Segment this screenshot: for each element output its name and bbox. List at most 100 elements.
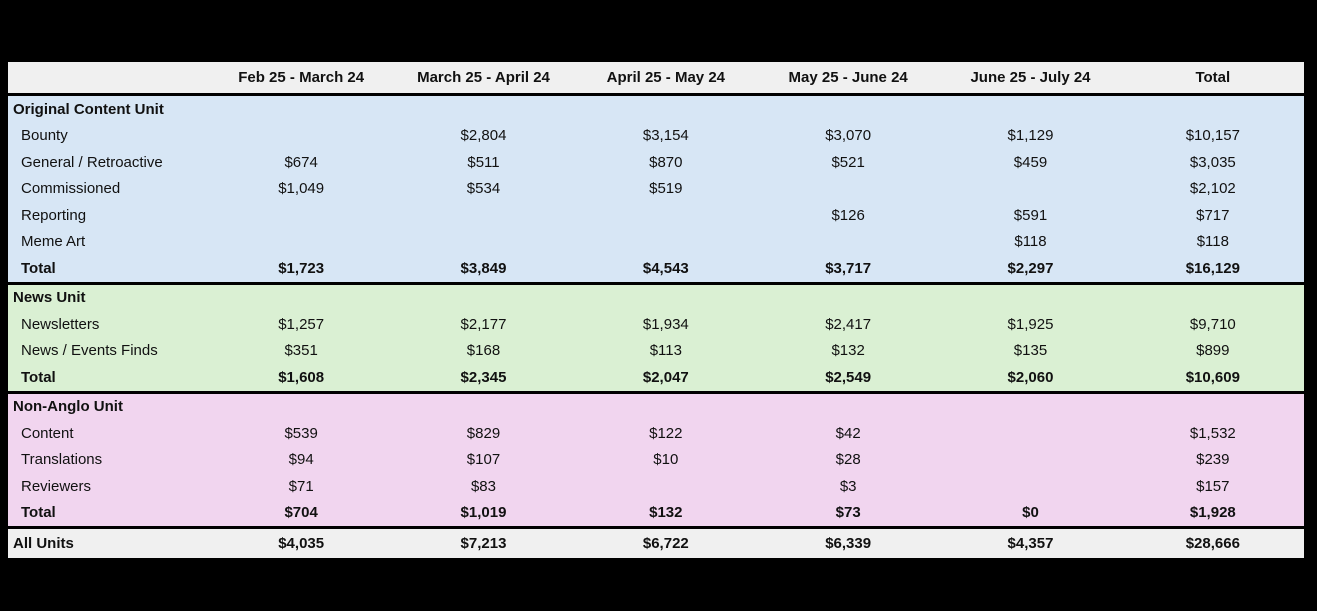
all-units-value: $6,722 [642, 535, 689, 552]
cell-value: $71 [288, 477, 314, 495]
cell-value: $1,532 [1189, 424, 1236, 442]
cell-value: $10,609 [1185, 368, 1240, 386]
all-units-value: $28,666 [1185, 535, 1240, 552]
cell-value: $534 [466, 180, 501, 198]
cell-value: $1,129 [1007, 127, 1054, 145]
cell-value: $521 [831, 153, 865, 171]
all-units-value: $4,035 [278, 535, 325, 552]
cell-value: $10,157 [1185, 127, 1240, 145]
row-label: Total [21, 368, 56, 386]
table-row: Meme Art $118 $118 [8, 229, 1304, 256]
cell-value: $3,035 [1189, 153, 1236, 171]
column-header: April 25 - May 24 [606, 69, 726, 86]
row-label: Content [21, 424, 74, 442]
column-header: May 25 - June 24 [788, 69, 908, 86]
cell-value: $3,849 [460, 259, 507, 277]
cell-value: $870 [649, 153, 683, 171]
cell-value: $1,019 [460, 504, 507, 522]
cell-value: $1,934 [642, 315, 689, 333]
cell-value: $168 [466, 342, 501, 360]
cell-value: $1,723 [278, 259, 325, 277]
table-row: News / Events Finds $351 $168 $113 $132 $135 $… [8, 338, 1304, 365]
cell-value: $73 [835, 504, 861, 522]
cell-value: $107 [466, 451, 501, 469]
table-header-row: Feb 25 - March 24 March 25 - April 24 Apri… [8, 62, 1304, 93]
row-label: Total [21, 504, 56, 522]
cell-value: $1,257 [278, 315, 325, 333]
row-label: News / Events Finds [21, 342, 158, 360]
unit-section: Original Content Unit Bounty $2,804 $3,154 $… [8, 96, 1304, 282]
section-title-row: News Unit [8, 285, 1304, 312]
section-title: News Unit [13, 289, 86, 307]
cell-value: $704 [284, 504, 318, 522]
cell-value: $519 [649, 180, 683, 198]
section-title: Non-Anglo Unit [13, 398, 123, 416]
row-label: Meme Art [21, 233, 86, 251]
row-label: Reporting [21, 206, 87, 224]
row-label: Translations [21, 451, 103, 469]
column-header: Total [1195, 69, 1231, 86]
cell-value: $2,047 [642, 368, 689, 386]
cell-value: $4,543 [642, 259, 689, 277]
cell-value: $2,345 [460, 368, 507, 386]
cell-value: $2,102 [1189, 180, 1236, 198]
cell-value: $459 [1013, 153, 1048, 171]
column-header: June 25 - July 24 [970, 69, 1091, 86]
cell-value: $2,417 [825, 315, 872, 333]
table-row: Commissioned $1,049 $534 $519 $2,102 [8, 176, 1304, 203]
row-label: Total [21, 259, 56, 277]
table-row: Translations $94 $107 $10 $28 $239 [8, 447, 1304, 474]
cell-value: $1,928 [1189, 504, 1236, 522]
section-title: Original Content Unit [13, 100, 164, 118]
table-row: Total $1,608 $2,345 $2,047 $2,549 $2,060 $10,6… [8, 364, 1304, 391]
cell-value: $2,549 [825, 368, 872, 386]
cell-value: $591 [1013, 206, 1048, 224]
table-sections: Original Content Unit Bounty $2,804 $3,154 $… [8, 96, 1304, 526]
payments-summary-table: Feb 25 - March 24 March 25 - April 24 Apri… [8, 62, 1304, 558]
cell-value: $135 [1013, 342, 1048, 360]
unit-section: News Unit Newsletters $1,257 $2,177 $1,934 $2… [8, 284, 1304, 391]
cell-value: $118 [1014, 233, 1047, 251]
cell-value: $2,060 [1007, 368, 1054, 386]
cell-value: $1,608 [278, 368, 325, 386]
cell-value: $674 [284, 153, 318, 171]
all-units-value: $4,357 [1007, 535, 1054, 552]
section-title-row: Non-Anglo Unit [8, 394, 1304, 421]
table-row: Bounty $2,804 $3,154 $3,070 $1,129 $10,157 [8, 123, 1304, 150]
table-row: General / Retroactive $674 $511 $870 $521 $45… [8, 149, 1304, 176]
table-row: Total $704 $1,019 $132 $73 $0 $1,928 [8, 500, 1304, 527]
all-units-value: $6,339 [825, 535, 872, 552]
cell-value: $157 [1196, 477, 1230, 495]
cell-value: $2,297 [1007, 259, 1054, 277]
cell-value: $1,925 [1007, 315, 1054, 333]
cell-value: $126 [831, 206, 865, 224]
cell-value: $717 [1196, 206, 1230, 224]
cell-value: $3,070 [825, 127, 872, 145]
cell-value: $94 [288, 451, 314, 469]
column-header: March 25 - April 24 [417, 69, 550, 86]
all-units-total-row: All Units $4,035 $7,213 $6,722 $6,339 $4,357 $… [8, 529, 1304, 558]
unit-section: Non-Anglo Unit Content $539 $829 $122 $42 $1,5… [8, 393, 1304, 527]
cell-value: $83 [470, 477, 496, 495]
cell-value: $28 [835, 451, 861, 469]
cell-value: $10 [653, 451, 679, 469]
cell-value: $122 [649, 424, 683, 442]
all-units-value: $7,213 [460, 535, 507, 552]
cell-value: $0 [1022, 504, 1039, 522]
cell-value: $132 [649, 504, 683, 522]
cell-value: $3,717 [825, 259, 872, 277]
table-row: Total $1,723 $3,849 $4,543 $3,717 $2,297 $16,1… [8, 255, 1304, 282]
cell-value: $16,129 [1185, 259, 1240, 277]
table-row: Newsletters $1,257 $2,177 $1,934 $2,417 $1,92… [8, 311, 1304, 338]
row-label: Commissioned [21, 180, 121, 198]
table-row: Reporting $126 $591 $717 [8, 202, 1304, 229]
row-label: Reviewers [21, 477, 92, 495]
cell-value: $3 [839, 477, 857, 495]
cell-value: $42 [835, 424, 861, 442]
table-row: Content $539 $829 $122 $42 $1,532 [8, 420, 1304, 447]
cell-value: $899 [1196, 342, 1230, 360]
cell-value: $351 [284, 342, 318, 360]
cell-value: $118 [1196, 233, 1229, 251]
cell-value: $113 [649, 342, 682, 360]
cell-value: $2,804 [460, 127, 507, 145]
